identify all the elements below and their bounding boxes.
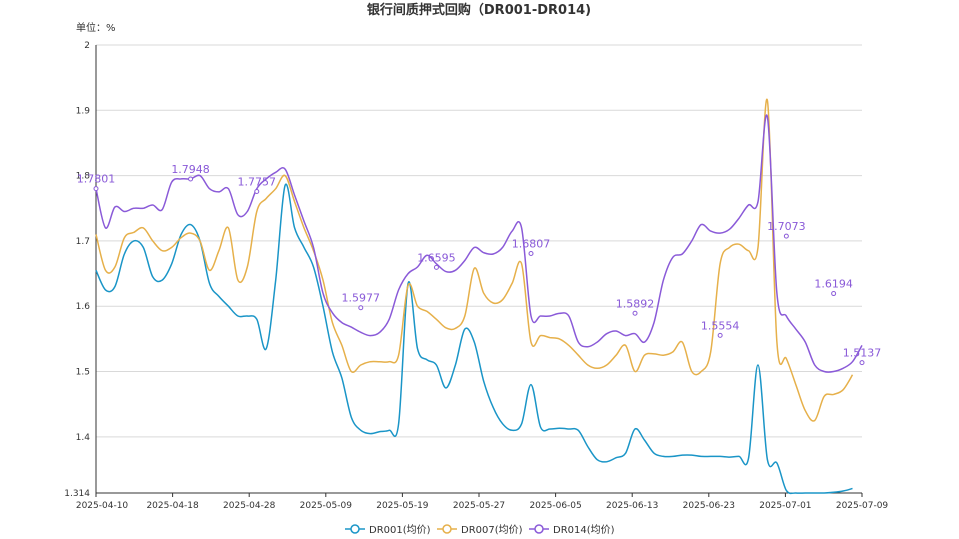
data-label: 1.7073 [767, 220, 806, 233]
legend-label: DR001(均价) [369, 524, 431, 536]
legend: DR001(均价) DR007(均价) DR014(均价) [345, 524, 615, 536]
data-point-marker [528, 251, 534, 257]
grid [96, 44, 862, 438]
data-label: 1.7757 [238, 175, 277, 188]
x-tick-label: 2025-04-10 [76, 501, 129, 511]
axes: 1.314 1.4 1.5 1.6 1.7 1.8 1.9 2 2025-04-10 2025-0… [64, 41, 888, 511]
x-tick-label: 2025-06-13 [606, 501, 658, 511]
y-tick-label: 1.6 [76, 302, 91, 312]
series-line-1 [95, 183, 853, 495]
y-tick-label: 1.5 [76, 368, 90, 378]
data-label: 1.6807 [512, 238, 551, 251]
data-point-marker [717, 332, 723, 338]
data-label: 1.5554 [701, 319, 740, 332]
data-point-marker [93, 186, 99, 192]
y-tick-label: 1.314 [64, 489, 90, 499]
series-lines [95, 98, 863, 495]
x-tick-label: 2025-07-09 [836, 501, 889, 511]
data-point-marker [254, 188, 260, 194]
y-tick-label: 2 [84, 41, 90, 51]
data-point-marker [358, 305, 364, 311]
legend-marker [534, 524, 544, 534]
data-label: 1.7948 [171, 163, 210, 176]
data-point-marker [859, 360, 865, 366]
x-tick-label: 2025-07-01 [759, 501, 811, 511]
legend-label: DR014(均价) [553, 524, 615, 536]
point-labels: 1.7801 1.7948 1.7757 1.5977 1.6595 1.6807 1.58… [77, 163, 882, 366]
data-label: 1.5137 [843, 347, 882, 360]
y-unit-label: 单位：% [76, 21, 116, 34]
x-tick-label: 2025-05-27 [453, 501, 505, 511]
x-tick-label: 2025-06-23 [683, 501, 735, 511]
x-tick-label: 2025-04-18 [146, 501, 199, 511]
x-tick-label: 2025-04-28 [223, 501, 276, 511]
x-tick-label: 2025-05-09 [300, 501, 353, 511]
x-tick-label: 2025-06-05 [529, 501, 581, 511]
data-point-marker [783, 233, 789, 239]
data-point-marker [188, 176, 194, 182]
x-tick-label: 2025-05-19 [376, 501, 429, 511]
data-label: 1.5977 [342, 292, 381, 305]
series-line-3 [95, 114, 863, 373]
legend-marker [350, 524, 360, 534]
data-point-marker [433, 264, 439, 270]
y-tick-label: 1.9 [76, 106, 91, 116]
y-tick-label: 1.8 [76, 172, 91, 182]
data-label: 1.7801 [77, 173, 116, 186]
data-point-marker [632, 310, 638, 316]
data-label: 1.5892 [616, 297, 655, 310]
series-line-2 [95, 98, 854, 422]
legend-marker [442, 524, 452, 534]
y-tick-label: 1.4 [76, 433, 91, 443]
y-tick-label: 1.7 [76, 237, 90, 247]
data-label: 1.6595 [417, 251, 456, 264]
data-point-marker [831, 291, 837, 297]
legend-label: DR007(均价) [461, 524, 523, 536]
data-label: 1.6194 [814, 278, 853, 291]
chart-title: 银行间质押式回购（DR001-DR014) [367, 2, 591, 18]
